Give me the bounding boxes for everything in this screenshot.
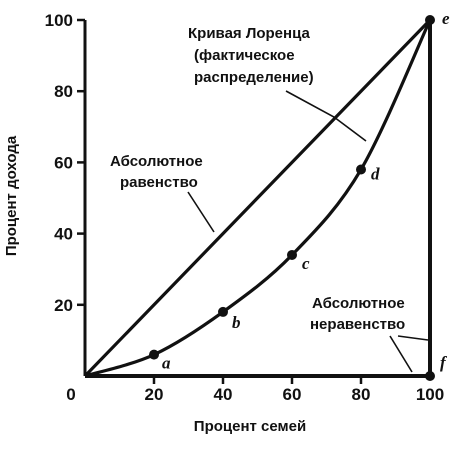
- annotation-leaders: [187, 90, 429, 373]
- y-tick-label: 20: [54, 296, 73, 315]
- leader-line: [397, 335, 429, 341]
- point-label-d: d: [371, 165, 380, 184]
- equality-line: [83, 18, 432, 378]
- tick-labels: 0 20 40 60 80 100 20 40 60 80 100: [45, 11, 445, 404]
- y-tick-label: 40: [54, 225, 73, 244]
- point-d: [356, 164, 366, 175]
- point-label-a: a: [162, 354, 171, 373]
- point-f: [425, 371, 435, 381]
- x-tick-label: 40: [214, 385, 233, 404]
- point-label-c: c: [302, 254, 310, 273]
- data-points: a b c d e f: [149, 9, 450, 381]
- x-tick-label: 20: [145, 385, 164, 404]
- y-tick-label: 60: [54, 153, 73, 172]
- inequality-label-line: неравенство: [310, 316, 405, 333]
- lorenz-label-line: распределение): [194, 69, 314, 86]
- lorenz-label-line: Кривая Лоренца: [188, 25, 310, 42]
- point-label-e: e: [442, 9, 450, 28]
- point-a: [149, 349, 159, 360]
- y-axis-title: Процент дохода: [3, 135, 20, 256]
- x-axis-title: Процент семей: [194, 418, 306, 435]
- x-tick-label: 100: [416, 385, 444, 404]
- equality-label-line: Абсолютное: [110, 153, 203, 170]
- x-tick-label: 60: [283, 385, 302, 404]
- y-tick-label: 80: [54, 82, 73, 101]
- y-tick-label: 100: [45, 11, 73, 30]
- leader-line: [389, 335, 413, 373]
- x-tick-label: 0: [66, 385, 75, 404]
- annotations: Кривая Лоренца (фактическое распределение)…: [110, 25, 405, 333]
- leader-line: [285, 90, 367, 142]
- point-label-b: b: [232, 313, 241, 332]
- point-e: [425, 15, 435, 25]
- inequality-label-line: Абсолютное: [312, 295, 405, 312]
- point-b: [218, 306, 228, 317]
- x-tick-label: 80: [352, 385, 371, 404]
- equality-label-line: равенство: [120, 174, 198, 191]
- leader-line: [187, 191, 215, 233]
- point-label-f: f: [440, 353, 448, 372]
- lorenz-label-line: (фактическое: [194, 47, 295, 64]
- point-c: [287, 249, 297, 260]
